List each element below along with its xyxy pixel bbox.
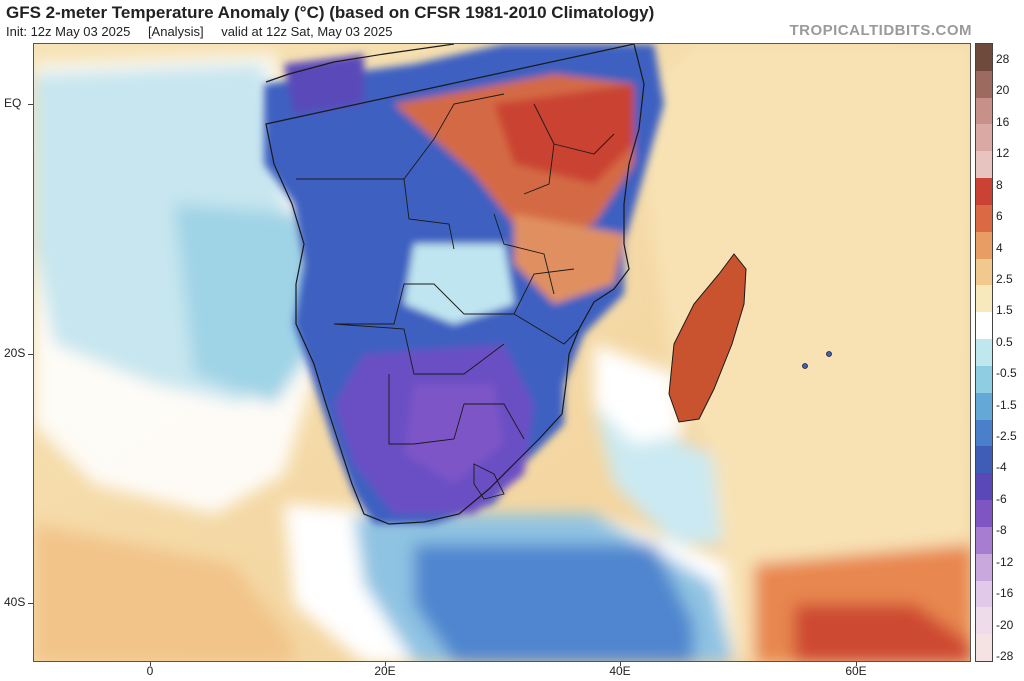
colorbar-segment <box>976 285 992 313</box>
lat-label-40s: 40S <box>4 595 26 609</box>
colorbar-label: -28 <box>996 649 1014 663</box>
colorbar-label: 16 <box>996 114 1010 129</box>
land-anomaly <box>264 44 664 524</box>
country-borders <box>296 93 615 500</box>
colorbar-segment <box>976 634 992 662</box>
colorbar-label: -6 <box>996 491 1007 506</box>
colorbar-label: -12 <box>996 554 1014 569</box>
colorbar-segment <box>976 500 992 527</box>
colorbar-segment <box>976 44 992 71</box>
lat-tick <box>28 104 33 105</box>
colorbar-segment <box>976 231 992 259</box>
colorbar-label: 20 <box>996 83 1010 98</box>
colorbar-segment <box>976 312 992 340</box>
lat-tick <box>28 354 33 355</box>
colorbar-segment <box>976 258 992 286</box>
colorbar-segment <box>976 70 992 98</box>
colorbar-label: 8 <box>996 177 1003 192</box>
lon-label-20e: 20E <box>374 664 396 678</box>
colorbar-label: 12 <box>996 146 1010 161</box>
colorbar-label: -0.5 <box>996 366 1017 381</box>
lat-label-eq: EQ <box>4 96 22 110</box>
ocean-anomaly-patches <box>34 44 970 661</box>
colorbar-label: 2.5 <box>996 271 1013 286</box>
brand-watermark: TROPICALTIDBITS.COM <box>789 22 972 39</box>
map-subtitle: Init: 12z May 03 2025 [Analysis] valid a… <box>6 24 406 39</box>
colorbar-segment <box>976 607 992 635</box>
colorbar-label: 1.5 <box>996 303 1013 318</box>
colorbar-segment <box>976 124 992 152</box>
colorbar-label: 6 <box>996 209 1003 224</box>
map-title: GFS 2-meter Temperature Anomaly (°C) (ba… <box>6 3 655 22</box>
madagascar-land <box>668 253 747 423</box>
colorbar-segment <box>976 97 992 125</box>
map-canvas <box>34 44 970 661</box>
coastline <box>265 44 645 525</box>
colorbar-label: -8 <box>996 523 1007 538</box>
colorbar-segment <box>976 473 992 501</box>
colorbar-label: 28 <box>996 52 1010 66</box>
lon-tick <box>620 662 621 666</box>
colorbar-segment <box>976 419 992 447</box>
lon-tick <box>150 662 151 666</box>
colorbar-label: -20 <box>996 617 1014 632</box>
colorbar-segment <box>976 553 992 581</box>
lon-label-60e: 60E <box>845 664 867 678</box>
colorbar-segment <box>976 151 992 179</box>
lon-tick <box>856 662 857 666</box>
lon-tick <box>385 662 386 666</box>
lat-label-20s: 20S <box>4 346 26 360</box>
colorbar-segment <box>976 339 992 366</box>
colorbar-segment <box>976 178 992 205</box>
colorbar-segment <box>976 392 992 420</box>
colorbar-label: -16 <box>996 586 1014 601</box>
island-mauritius <box>826 351 832 357</box>
colorbar-label: -2.5 <box>996 429 1017 444</box>
colorbar-label: -4 <box>996 460 1007 475</box>
island-reunion <box>802 363 808 369</box>
lat-tick <box>28 603 33 604</box>
colorbar-segment <box>976 204 992 232</box>
colorbar-segment <box>976 365 992 393</box>
lon-label-0: 0 <box>146 664 154 678</box>
init-time: Init: 12z May 03 2025 <box>6 24 131 39</box>
analysis-tag: [Analysis] <box>147 24 204 39</box>
valid-time: valid at 12z Sat, May 03 2025 <box>221 24 393 39</box>
colorbar-label: 0.5 <box>996 334 1013 349</box>
anomaly-map <box>33 43 971 662</box>
colorbar-segment <box>976 446 992 474</box>
colorbar <box>975 43 993 662</box>
colorbar-segment <box>976 580 992 608</box>
colorbar-segment <box>976 526 992 554</box>
colorbar-label: -1.5 <box>996 397 1017 412</box>
colorbar-labels: 28 20 16 12 8 6 4 2.5 1.5 0.5 -0.5 -1.5 -2.5 -4 -6 -8 -1… <box>996 43 1024 663</box>
colorbar-label: 4 <box>996 240 1003 255</box>
lon-label-40e: 40E <box>609 664 631 678</box>
